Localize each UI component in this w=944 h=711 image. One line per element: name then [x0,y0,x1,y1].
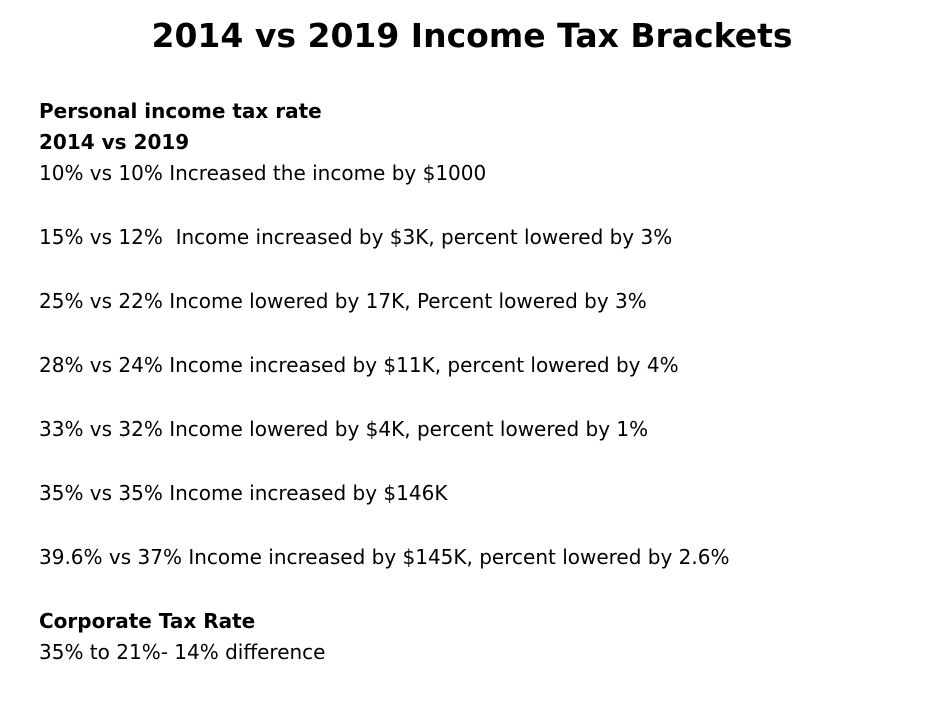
corporate-heading: Corporate Tax Rate [39,609,256,633]
corporate-text: 35% to 21%- 14% difference [39,640,326,664]
spacer [39,381,919,414]
bracket-line: 15% vs 12% Income increased by $3K, perc… [39,225,673,249]
spacer [39,445,919,478]
spacer [39,317,919,350]
bracket-line: 33% vs 32% Income lowered by $4K, percen… [39,417,649,441]
spacer [39,573,919,606]
spacer [39,509,919,542]
bracket-line: 39.6% vs 37% Income increased by $145K, … [39,545,730,569]
bracket-line: 35% vs 35% Income increased by $146K [39,481,448,505]
personal-heading: Personal income tax rate [39,99,322,123]
bracket-line: 25% vs 22% Income lowered by 17K, Percen… [39,289,647,313]
personal-subheading: 2014 vs 2019 [39,130,190,154]
bracket-line: 28% vs 24% Income increased by $11K, per… [39,353,679,377]
bracket-line: 10% vs 10% Increased the income by $1000 [39,161,487,185]
slide-body: Personal income tax rate 2014 vs 2019 10… [39,96,919,668]
slide-title: 2014 vs 2019 Income Tax Brackets [151,16,793,55]
spacer [39,189,919,222]
spacer [39,253,919,286]
